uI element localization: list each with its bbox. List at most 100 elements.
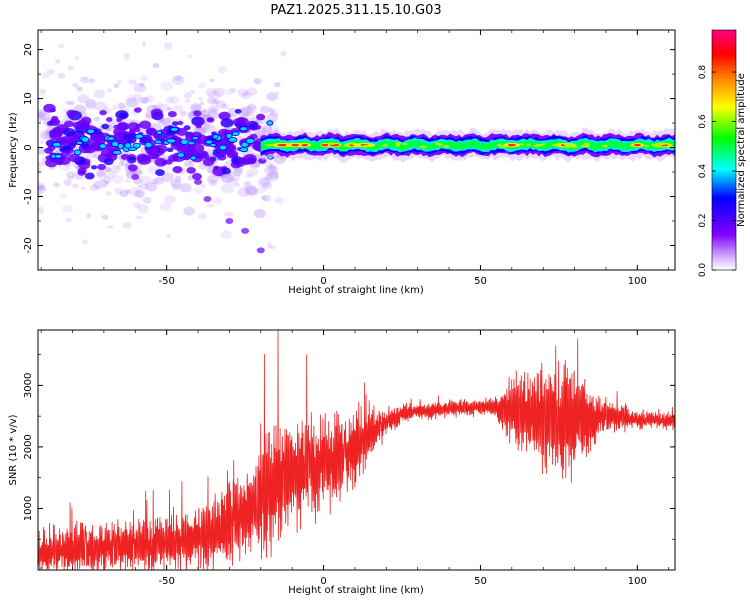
spectrogram-band-light-spot (395, 144, 401, 147)
spectrogram-faint-blob (93, 116, 100, 122)
spectrogram-cyan-core (180, 138, 189, 146)
spectrogram-faint-blob (109, 164, 122, 174)
spectrogram-core-blob (66, 109, 77, 118)
spectrogram-core-blob (126, 156, 137, 164)
spectrogram-faint-blob (209, 78, 215, 83)
spectrogram-x-tick-label: 0 (320, 276, 326, 287)
spectrogram-core-blob (171, 121, 179, 127)
spectrogram-faint-blob (159, 202, 172, 212)
spectrogram-faint-blob (262, 181, 273, 190)
spectrogram-band-light-spot (402, 142, 408, 146)
spectrogram-faint-blob (258, 177, 271, 187)
spectrogram-faint-blob (260, 195, 268, 201)
spectrogram-band-light-spot (654, 144, 663, 148)
spectrogram-faint-blob (244, 185, 257, 195)
snr-frame (37, 329, 676, 571)
spectrogram-band-light-spot (668, 144, 673, 148)
spectrogram-faint-blob (125, 97, 139, 108)
spectrogram-faint-blob (208, 104, 220, 113)
spectrogram-core-blob (43, 103, 56, 113)
spectrogram-faint-blob (264, 174, 273, 181)
spectrogram-cyan-core (189, 155, 197, 161)
spectrogram-isolated-blob (241, 227, 250, 234)
spectrogram-core-blob (91, 165, 98, 170)
spectrogram-faint-blob (101, 214, 109, 220)
spectrogram-faint-blob (165, 117, 172, 123)
spectrogram-core-blob (127, 164, 138, 172)
spectrogram-faint-blob (114, 187, 123, 195)
spectrogram-outlier-blob (128, 79, 137, 85)
spectrogram-faint-blob (267, 164, 277, 172)
spectrogram-outlier-blob (274, 173, 279, 179)
spectrogram-cyan-core (239, 126, 248, 132)
spectrogram-faint-blob (183, 160, 195, 168)
spectrogram-faint-blob (151, 104, 157, 109)
spectrogram-faint-blob (225, 88, 235, 96)
spectrogram-faint-blob (158, 120, 165, 126)
spectrogram-faint-blob (165, 234, 171, 239)
spectrogram-faint-blob (145, 113, 152, 119)
spectrogram-faint-blob (221, 183, 234, 194)
spectrogram-faint-blob (243, 181, 252, 188)
spectrogram-faint-blob (160, 81, 173, 92)
spectrogram-band-red-spot (277, 143, 289, 147)
colorbar-frame (711, 29, 737, 271)
spectrogram-faint-blob (95, 169, 105, 177)
spectrogram-faint-blob (245, 186, 259, 197)
colorbar-tick-label: 0.8 (698, 65, 708, 80)
spectrogram-core-blob (234, 108, 242, 114)
snr-panel: -50 0 50 100 1000 2000 3000 Height of straight… (8, 329, 676, 596)
spectrogram-faint-blob (38, 146, 47, 155)
spectrogram-core-blob (206, 117, 213, 122)
spectrogram-faint-blob (93, 180, 104, 190)
spectrogram-faint-blob (38, 185, 47, 194)
spectrogram-cyan-core (124, 142, 132, 149)
spectrogram-faint-blob (80, 76, 90, 84)
spectrogram-faint-blob (173, 104, 184, 113)
spectrogram-cyan-core (52, 141, 62, 148)
spectrogram-core-blob (134, 107, 142, 113)
spectrogram-faint-blob (104, 167, 112, 173)
spectrogram-faint-blob (183, 206, 195, 216)
spectrogram-outlier-blob (65, 217, 72, 223)
spectrogram-faint-blob (88, 78, 96, 84)
spectrogram-core-blob (154, 157, 167, 167)
spectrogram-band-light-spot (601, 144, 609, 148)
spectrogram-core-blob (155, 169, 165, 176)
spectrogram-faint-blob (137, 204, 149, 214)
spectrogram-frame (37, 29, 676, 271)
spectrogram-y-tick-label: 20 (23, 43, 34, 56)
snr-x-label: Height of straight line (km) (288, 585, 424, 596)
spectrogram-cyan-core (112, 150, 122, 155)
spectrogram-outlier-blob (267, 241, 272, 249)
colorbar-label: Normalized spectral amplitude (736, 73, 747, 227)
spectrogram-faint-blob (197, 82, 206, 89)
spectrogram-isolated-blob (194, 178, 203, 185)
colorbar-gradient (712, 30, 736, 270)
spectrogram-core-blob (115, 110, 129, 120)
spectrogram-cyan-core (205, 139, 214, 145)
spectrogram-faint-blob (111, 174, 124, 185)
spectrogram-faint-blob (96, 172, 107, 180)
spectrogram-faint-blob (221, 103, 230, 110)
spectrogram-faint-blob (89, 184, 99, 192)
spectrogram-faint-blob (210, 107, 219, 114)
spectrogram-outlier-blob (141, 40, 147, 47)
spectrogram-band-red-spot (301, 143, 308, 147)
spectrogram-faint-blob (154, 101, 164, 108)
spectrogram-faint-blob (133, 82, 146, 93)
spectrogram-faint-blob (59, 193, 67, 200)
spectrogram-core-blob (101, 123, 110, 130)
spectrogram-outlier-blob (106, 225, 115, 229)
spectrogram-faint-blob (253, 208, 266, 219)
spectrogram-cyan-core (239, 147, 249, 153)
spectrogram-faint-blob (215, 100, 226, 109)
spectrogram-faint-blob (68, 100, 75, 106)
spectrogram-faint-blob (256, 186, 266, 194)
spectrogram-core-blob (63, 127, 76, 137)
spectrogram-outlier-blob (74, 56, 79, 60)
spectrogram-core-blob (150, 108, 163, 117)
spectrogram-faint-blob (164, 195, 176, 205)
colorbar: 0.0 0.2 0.4 0.6 0.8 Normalized spectral ampl… (698, 29, 747, 277)
spectrogram-faint-blob (72, 82, 79, 88)
